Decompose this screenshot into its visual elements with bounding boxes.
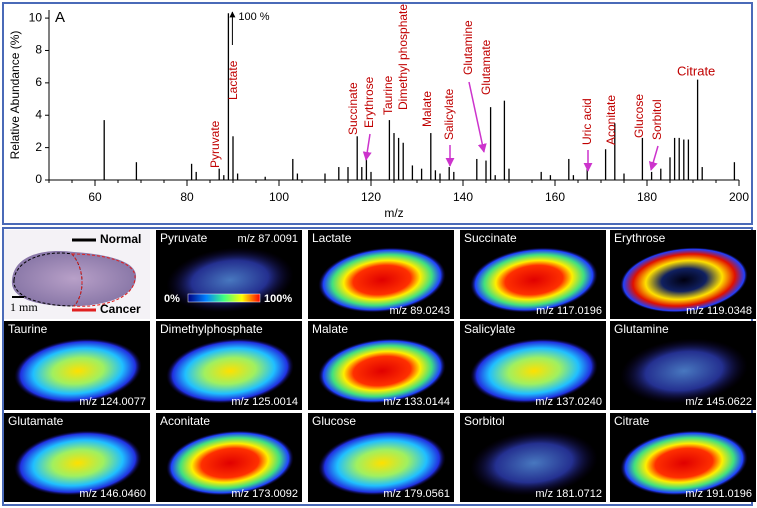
image-name: Erythrose	[614, 231, 666, 245]
x-tick-label: 200	[729, 190, 749, 204]
ion-map	[318, 338, 446, 404]
peak-label: Pyruvate	[208, 120, 222, 168]
x-tick-label: 140	[453, 190, 473, 204]
x-tick-label: 100	[269, 190, 289, 204]
normal-outline	[13, 252, 83, 307]
scale-label: 1 mm	[10, 300, 38, 314]
image-name: Succinate	[464, 231, 517, 245]
image-mz: m/z 117.0196	[536, 305, 602, 317]
ion-map	[620, 247, 748, 313]
image-name: Citrate	[614, 414, 650, 428]
cancer-outline	[70, 253, 136, 307]
top-label: 100 %	[238, 11, 269, 23]
colorbar-min: 0%	[164, 293, 180, 305]
image-mz: m/z 124.0077	[79, 396, 146, 408]
image-mz: m/z 137.0240	[535, 396, 602, 408]
image-name: Glutamine	[614, 322, 669, 336]
image-mz: m/z 179.0561	[383, 488, 450, 500]
image-mz: m/z 173.0092	[231, 488, 298, 500]
image-mz: m/z 119.0348	[686, 305, 752, 317]
peak-label: Glutamate	[479, 39, 493, 95]
ion-map	[318, 430, 446, 496]
ion-map	[470, 338, 598, 404]
image-mz: m/z 89.0243	[389, 305, 450, 317]
image-name: Glutamate	[8, 414, 64, 428]
peak-label: Lactate	[226, 60, 240, 100]
peak-label: Erythrose	[362, 76, 376, 128]
x-axis-label: m/z	[384, 206, 403, 220]
y-axis-label: Relative Abundance (%)	[8, 31, 22, 160]
peak-label: Uric acid	[580, 98, 594, 145]
ion-map	[470, 430, 598, 496]
normal-label: Normal	[100, 232, 141, 246]
image-name: Sorbitol	[464, 414, 505, 428]
peak-label: Malate	[420, 91, 434, 127]
label-arrow	[362, 133, 372, 161]
ion-map	[318, 247, 446, 313]
peak-label: Glutamine	[461, 20, 475, 75]
x-tick-label: 80	[180, 190, 194, 204]
peak-label: Citrate	[677, 63, 715, 78]
image-name: Salicylate	[464, 322, 516, 336]
panel-label: A	[55, 9, 65, 26]
image-name: Taurine	[8, 322, 48, 336]
ion-map	[14, 430, 142, 496]
cancer-label: Cancer	[100, 302, 141, 316]
ion-map	[470, 247, 598, 313]
image-name: Dimethylphosphate	[160, 322, 263, 336]
image-mz: m/z 191.0196	[685, 488, 752, 500]
image-name: Malate	[312, 322, 348, 336]
image-name: Glucose	[312, 414, 356, 428]
peak-label: Taurine	[381, 75, 395, 115]
x-tick-label: 60	[88, 190, 102, 204]
label-arrow	[468, 81, 487, 153]
image-mz: m/z 133.0144	[383, 396, 450, 408]
image-mz: m/z 145.0622	[685, 396, 752, 408]
panel-a-border	[2, 2, 753, 225]
image-mz: m/z 87.0091	[237, 233, 298, 245]
peak-label: Sorbitol	[650, 99, 664, 140]
image-name: Pyruvate	[160, 231, 208, 245]
ion-map	[620, 430, 748, 496]
y-tick-label: 10	[29, 10, 43, 24]
peak-label: Salicylate	[442, 88, 456, 140]
colorbar	[187, 293, 261, 303]
peak-label: Succinate	[346, 82, 360, 135]
label-arrow	[648, 145, 659, 171]
image-name: Aconitate	[160, 414, 210, 428]
peak-label: Dimethyl phosphate	[396, 4, 410, 110]
image-name: Lactate	[312, 231, 352, 245]
ion-map	[166, 338, 294, 404]
x-tick-label: 160	[545, 190, 565, 204]
ion-map	[166, 430, 294, 496]
y-tick-label: 8	[35, 43, 42, 57]
y-tick-label: 0	[35, 172, 42, 186]
image-mz: m/z 181.0712	[535, 488, 602, 500]
peak-label: Glucose	[632, 94, 646, 138]
ion-map	[620, 338, 748, 404]
x-tick-label: 180	[637, 190, 657, 204]
y-tick-label: 4	[35, 107, 42, 121]
y-tick-label: 2	[35, 140, 42, 154]
y-tick-label: 6	[35, 75, 42, 89]
image-mz: m/z 125.0014	[231, 396, 298, 408]
peak-label: Aconitate	[604, 95, 618, 145]
ion-map	[14, 338, 142, 404]
x-tick-label: 120	[361, 190, 381, 204]
colorbar-max: 100%	[264, 293, 292, 305]
tissue	[11, 250, 137, 307]
image-mz: m/z 146.0460	[79, 488, 146, 500]
